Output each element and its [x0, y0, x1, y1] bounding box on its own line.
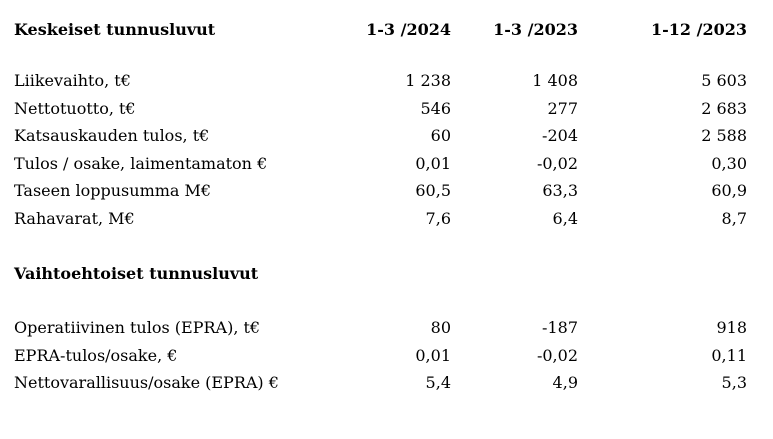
cell-value: 60,9	[711, 181, 747, 200]
cell-value: 80	[430, 318, 451, 337]
cell-value: 0,30	[711, 154, 747, 173]
column-header: 1-3 /2024	[366, 20, 451, 39]
section-title: Vaihtoehtoiset tunnusluvut	[14, 264, 259, 283]
column-header: 1-12 /2023	[651, 20, 747, 39]
column-header: 1-3 /2023	[493, 20, 578, 39]
cell-value: 1 238	[405, 71, 451, 90]
cell-value: -0,02	[536, 346, 578, 365]
cell-value: 2 588	[701, 126, 747, 145]
cell-value: -187	[542, 318, 578, 337]
cell-value: 0,11	[711, 346, 747, 365]
row-label: Liikevaihto, t€	[14, 71, 131, 90]
cell-value: 8,7	[721, 209, 747, 228]
cell-value: -204	[542, 126, 578, 145]
cell-value: 1 408	[532, 71, 578, 90]
cell-value: 60,5	[415, 181, 451, 200]
cell-value: 0,01	[415, 346, 451, 365]
cell-value: 6,4	[552, 209, 578, 228]
cell-value: 277	[547, 99, 578, 118]
cell-value: 2 683	[701, 99, 747, 118]
cell-value: 0,01	[415, 154, 451, 173]
table-title: Keskeiset tunnusluvut	[14, 20, 216, 39]
cell-value: 5 603	[701, 71, 747, 90]
row-label: Operatiivinen tulos (EPRA), t€	[14, 318, 261, 337]
cell-value: 5,3	[721, 373, 747, 392]
cell-value: 918	[716, 318, 747, 337]
row-label: Rahavarat, M€	[14, 209, 135, 228]
cell-value: 546	[420, 99, 451, 118]
cell-value: 7,6	[425, 209, 451, 228]
cell-value: 63,3	[542, 181, 578, 200]
row-label: EPRA-tulos/osake, €	[14, 346, 178, 365]
row-label: Nettotuotto, t€	[14, 99, 136, 118]
row-label: Tulos / osake, laimentamaton €	[14, 154, 268, 173]
cell-value: -0,02	[536, 154, 578, 173]
cell-value: 60	[430, 126, 451, 145]
cell-value: 4,9	[552, 373, 578, 392]
row-label: Katsauskauden tulos, t€	[14, 126, 210, 145]
cell-value: 5,4	[425, 373, 451, 392]
row-label: Nettovarallisuus/osake (EPRA) €	[14, 373, 279, 392]
row-label: Taseen loppusumma M€	[14, 181, 212, 200]
